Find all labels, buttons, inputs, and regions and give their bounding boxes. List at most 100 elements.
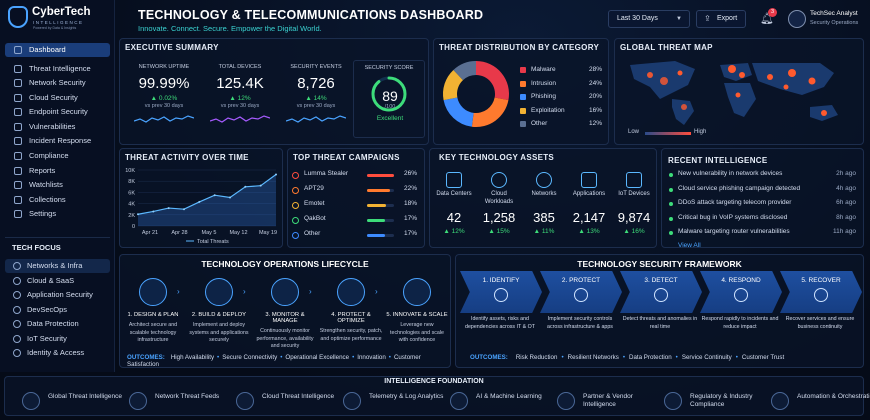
view-all-link[interactable]: View All [678,242,701,249]
kpi-sub: vs prev 30 days [296,103,336,109]
tech-focus-item-networks-infra[interactable]: Networks & Infra [5,259,110,273]
tech-focus-item-application-security[interactable]: Application Security [5,288,110,302]
kpi-label: SECURITY EVENTS [290,64,342,70]
outcomes-label: OUTCOMES: [470,354,508,361]
sidebar-item-watchlists[interactable]: Watchlists [5,178,110,192]
asset-card[interactable]: Networks 385 ▲ 11% [523,172,565,235]
hotspot [739,72,745,78]
asset-card[interactable]: Cloud Workloads 1,258 ▲ 15% [478,172,520,235]
framework-step: 2. PROTECT [540,271,622,313]
campaign-pct: 22% [403,185,417,192]
asset-card[interactable]: Applications 2,147 ▲ 13% [568,172,610,235]
sidebar-item-threat-intelligence[interactable]: Threat Intelligence [5,62,110,76]
y-tick-label: 0 [132,224,135,230]
avatar[interactable] [788,10,806,28]
legend-pct: 28% [588,66,602,73]
network-security-icon [14,79,22,87]
asset-value: 42 [446,210,462,225]
outcome-separator: • [280,354,283,361]
monitor-icon [271,278,299,306]
incident-response-icon [14,137,22,145]
sidebar-item-vulnerabilities[interactable]: Vulnerabilities [5,120,110,134]
foundation-item[interactable]: Telemetry & Log Analytics [343,389,447,411]
sidebar-item-label: Watchlists [29,180,63,189]
tech-focus-item-devsecops[interactable]: DevSecOps [5,303,110,317]
x-tick-label: Apr 21 [142,230,158,236]
intel-bullet [669,173,673,177]
campaign-row[interactable]: APT29 22% [292,185,420,197]
foundation-item[interactable]: Cloud Threat Intelligence [236,389,340,411]
donut-slice-phishing [443,97,474,127]
analytics-icon [343,392,361,410]
sidebar-item-settings[interactable]: Settings [5,207,110,221]
legend-swatch [520,107,526,114]
foundation-item[interactable]: Global Threat Intelligence [22,389,126,411]
tech-focus-item-data-protection[interactable]: Data Protection [5,317,110,331]
hotspot [788,69,796,77]
tech-focus-item-identity-access[interactable]: Identity & Access [5,346,110,360]
devsecops-icon [13,305,21,314]
campaign-row[interactable]: Lumma Stealer 26% [292,170,420,182]
legend-swatch [520,67,526,73]
recent-intelligence-panel [661,148,864,248]
legend-pct: 24% [588,79,602,87]
sidebar-item-compliance[interactable]: Compliance [5,149,110,163]
tech-focus-item-cloud-saas[interactable]: Cloud & SaaS [5,274,110,288]
sidebar-divider [5,237,110,238]
key-assets-panel [429,148,657,248]
campaign-name: QakBot [304,215,326,222]
sidebar-item-cloud-security[interactable]: Cloud Security [5,91,110,105]
sidebar-item-reports[interactable]: Reports [5,164,110,178]
foundation-item[interactable]: Partner & Vendor Intelligence [557,389,661,411]
tech-focus-title: TECH FOCUS [12,243,61,252]
design-icon [139,278,167,306]
donut-slice-malware [476,61,509,101]
date-range-select[interactable]: Last 30 Days ▼ [608,10,690,28]
kpi-sparkline [210,115,270,123]
brand-name: CyberTech [32,6,91,18]
sidebar-item-collections[interactable]: Collections [5,193,110,207]
sidebar-item-incident-response[interactable]: Incident Response [5,134,110,148]
campaign-row[interactable]: QakBot 17% [292,215,420,227]
legend-label: Other [531,120,548,127]
framework-step-desc: Identify assets, risks and dependencies … [465,316,535,330]
intel-bullet [669,231,673,235]
asset-value: 9,874 [617,210,651,225]
foundation-item[interactable]: AI & Machine Learning [450,389,554,411]
foundation-item[interactable]: Regulatory & Industry Compliance [664,389,768,411]
top-campaigns-panel [287,148,425,248]
outcome-separator: • [622,354,626,361]
intel-item[interactable]: Malware targeting router vulnerabilities… [668,228,860,240]
intel-time: 4h ago [836,184,856,192]
threat-intelligence-icon [14,65,22,73]
intel-time: 11h ago [832,228,856,235]
intel-item[interactable]: Critical bug in VoIP systems disclosed 8h… [668,214,860,226]
donut-slice-exploitation [443,69,463,101]
sidebar-item-endpoint-security[interactable]: Endpoint Security [5,105,110,119]
export-button[interactable]: ⇪ Export [696,10,746,28]
iot-icon [626,172,642,188]
sidebar-item-dashboard[interactable]: Dashboard [5,43,110,57]
export-label: Export [717,15,738,22]
campaign-row[interactable]: Emotet 18% [292,200,420,212]
security-score-gauge [371,76,407,112]
campaign-bar-fill [367,219,385,222]
sidebar-item-network-security[interactable]: Network Security [5,76,110,90]
hotspot [728,65,736,73]
foundation-item[interactable]: Network Threat Feeds [129,389,233,411]
intel-item[interactable]: Cloud service phishing campaign detected… [668,185,860,197]
kpi-sub: vs prev 30 days [144,103,184,109]
campaign-row[interactable]: Other 17% [292,230,420,242]
tech-focus-item-iot-security[interactable]: IoT Security [5,332,110,346]
campaign-bar [367,219,394,222]
asset-card[interactable]: IoT Devices 9,874 ▲ 16% [613,172,655,235]
foundation-item[interactable]: Automation & Orchestration [771,389,870,411]
asset-card[interactable]: Data Centers 42 ▲ 12% [433,172,475,235]
asset-value: 2,147 [572,210,606,225]
lifecycle-step-desc: Continuously monitor performance, availa… [256,328,314,349]
sidebar: CyberTech INTELLIGENCE Powered by Data &… [0,0,115,372]
intel-item[interactable]: New vulnerability in network devices 2h a… [668,170,860,182]
intel-item[interactable]: DDoS attack targeting telecom provider 6h… [668,199,860,211]
intel-text: Malware targeting router vulnerabilities [678,228,790,235]
cloud-saas-icon [13,276,21,285]
